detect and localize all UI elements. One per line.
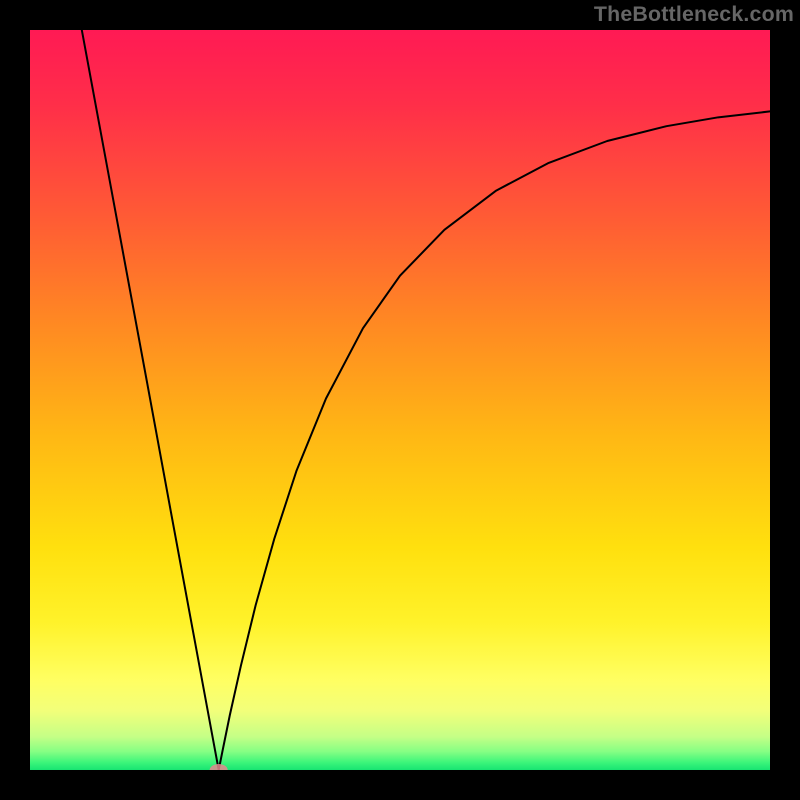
bottleneck-curve-chart <box>30 30 770 770</box>
plot-area <box>30 30 770 770</box>
gradient-background <box>30 30 770 770</box>
watermark-text: TheBottleneck.com <box>594 2 794 27</box>
chart-frame: TheBottleneck.com <box>0 0 800 800</box>
